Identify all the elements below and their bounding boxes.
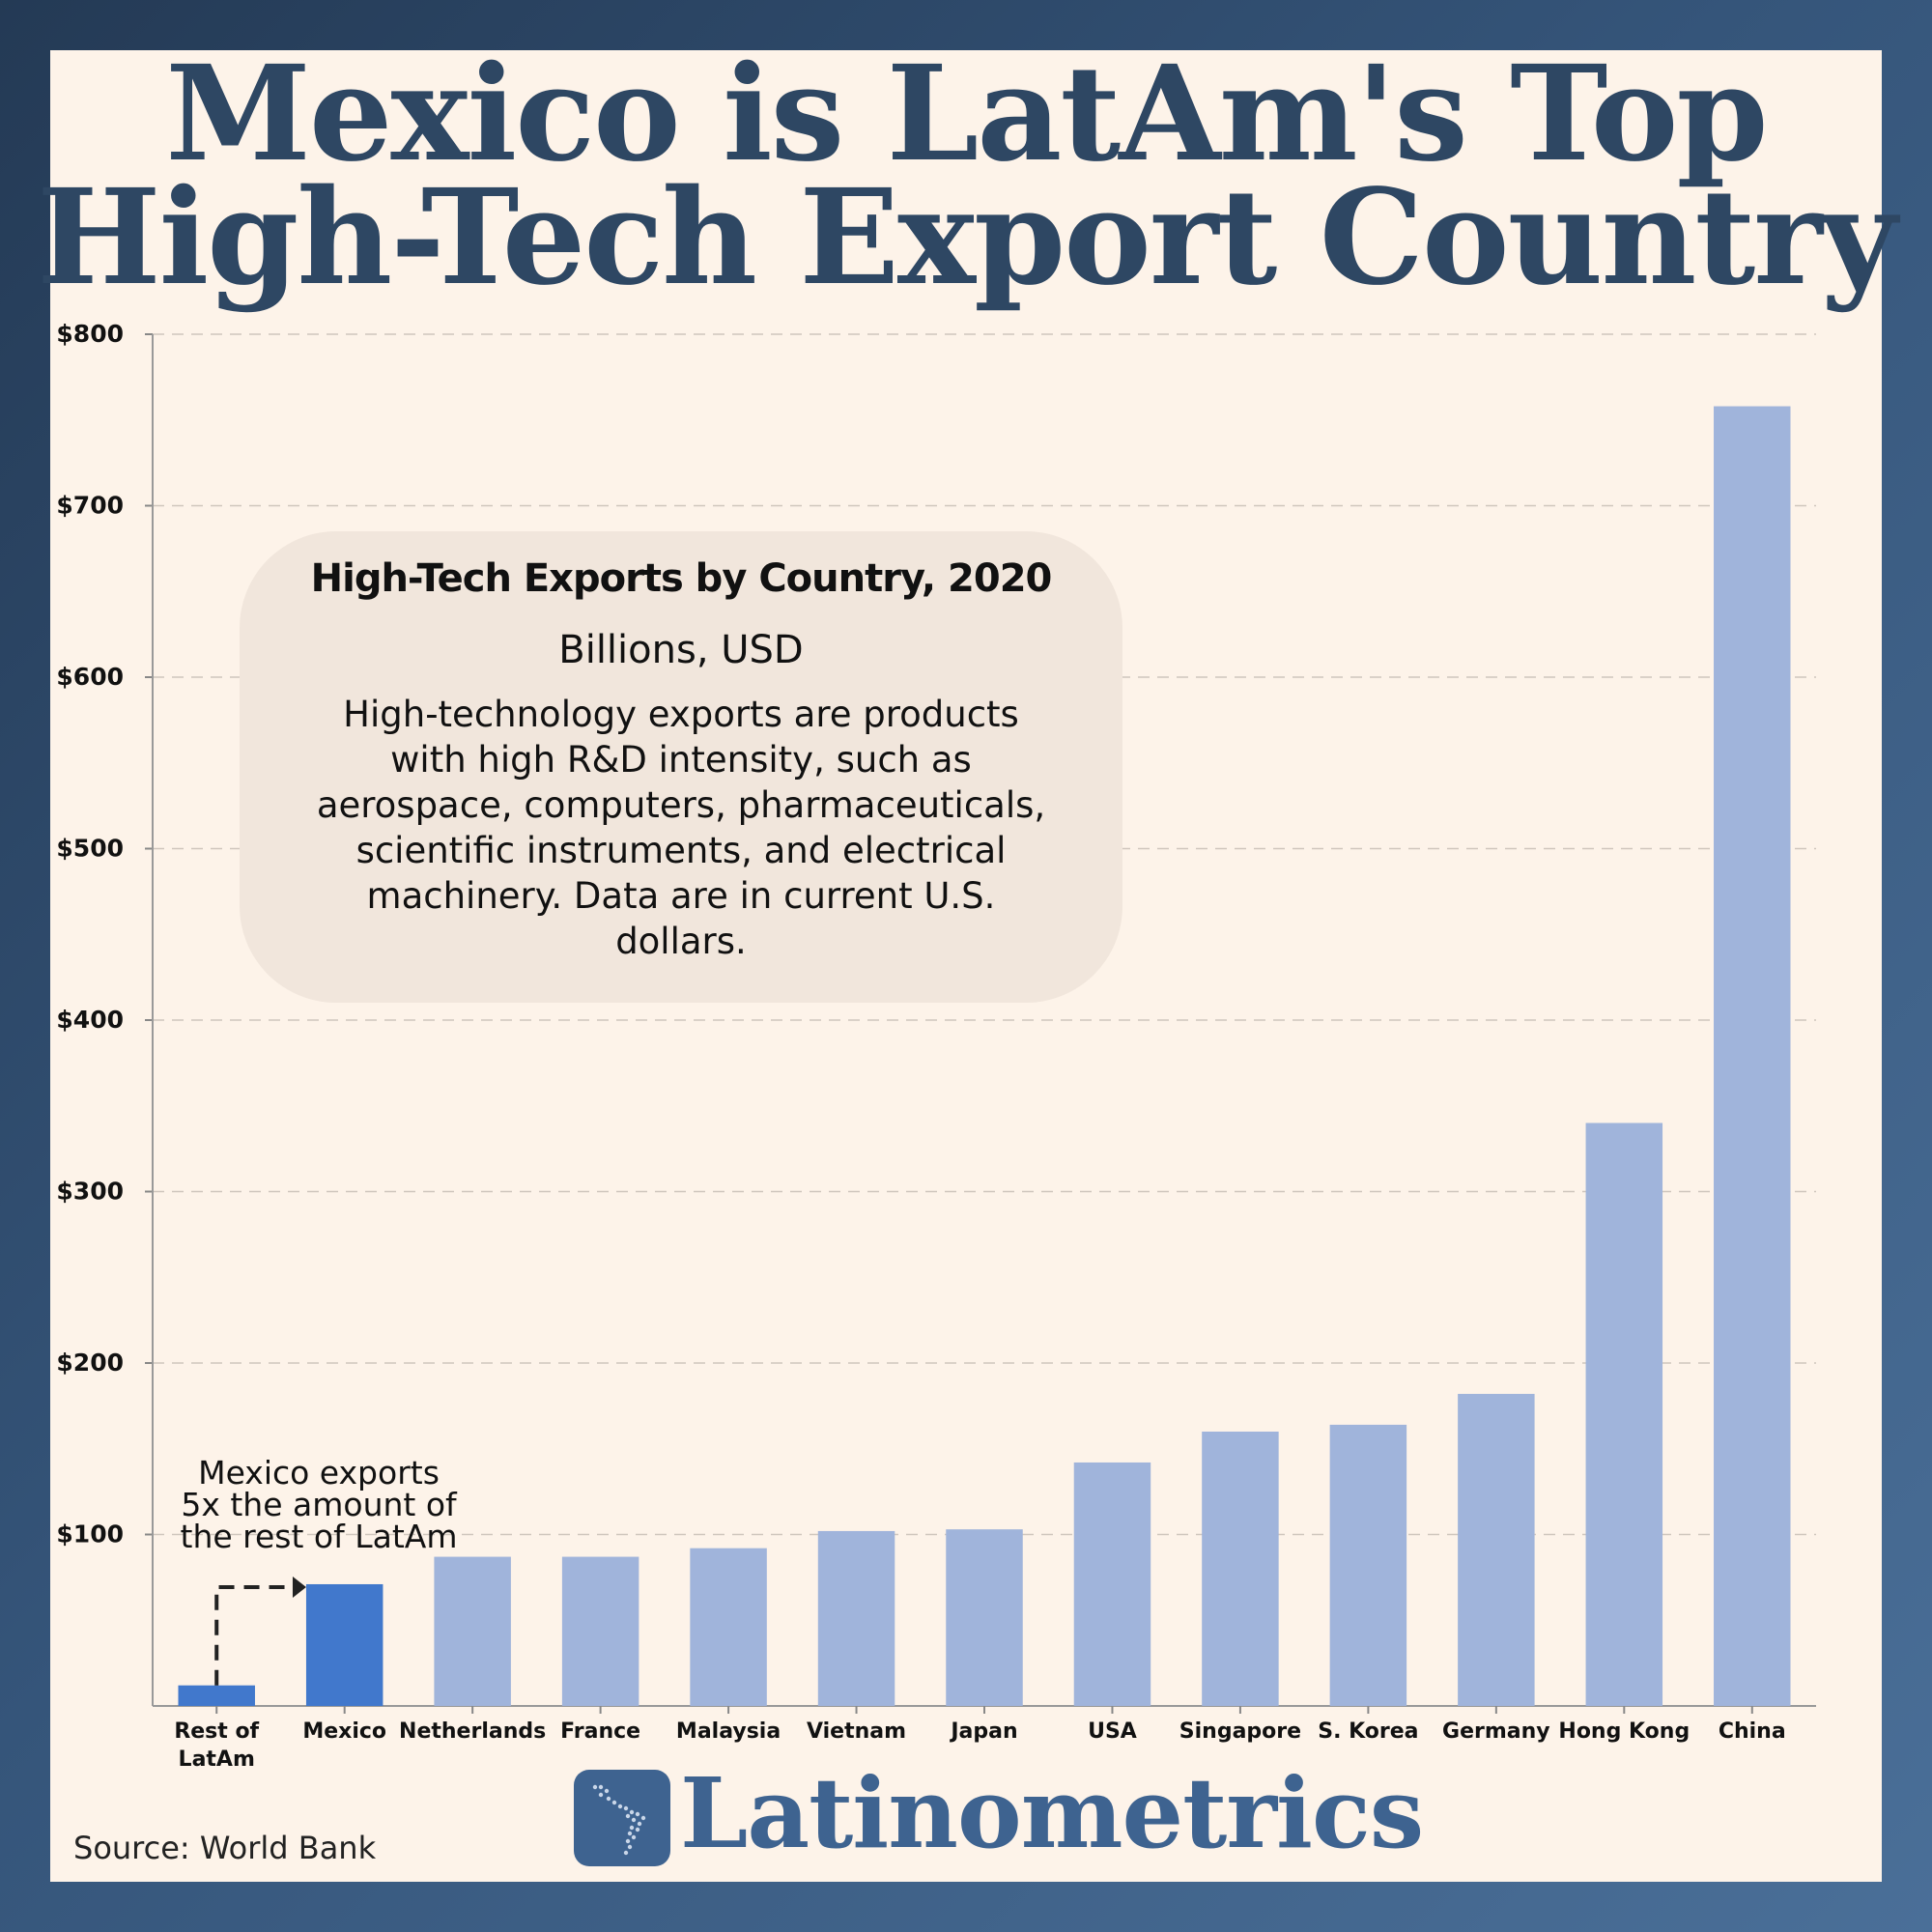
bar-netherlands — [434, 1556, 511, 1706]
bar-hong-kong — [1585, 1122, 1663, 1706]
y-tick-label: $300 — [56, 1178, 124, 1206]
x-tick-label: Netherlands — [399, 1719, 546, 1744]
title-line-2: High-Tech Export Country — [37, 160, 1897, 315]
bar-germany — [1458, 1393, 1535, 1706]
x-tick-label: S. Korea — [1318, 1719, 1418, 1744]
brand-name: Latinometrics — [680, 1756, 1424, 1870]
x-tick-label: Vietnam — [807, 1719, 906, 1744]
annotation-line-1: Mexico exports — [198, 1454, 440, 1492]
source-note: Source: World Bank — [73, 1830, 377, 1866]
y-tick-label: $600 — [56, 663, 124, 691]
x-tick-labels: Rest of LatAm Mexico Netherlands France Malay… — [174, 1706, 1786, 1772]
annotation-arrow — [214, 1577, 306, 1686]
x-tick-label: Rest of — [174, 1719, 259, 1744]
annotation-line-2: 5x the amount of — [181, 1486, 457, 1523]
info-description: High-technology exports are products wit… — [316, 694, 1046, 962]
x-tick-label: Singapore — [1179, 1719, 1301, 1744]
info-box: High-Tech Exports by Country, 2020 Billi… — [240, 531, 1122, 1003]
annotation-arrow-path — [214, 1585, 297, 1686]
page-title: Mexico is LatAm's Top High-Tech Export C… — [0, 37, 1932, 315]
x-tick-label: China — [1719, 1719, 1786, 1744]
latam-map-icon — [574, 1770, 670, 1866]
x-tick-label: Japan — [949, 1719, 1017, 1744]
y-tick-label: $100 — [56, 1520, 124, 1548]
bar-usa — [1073, 1462, 1151, 1706]
y-tick-label: $800 — [56, 320, 124, 348]
bar-rest-of-latam — [178, 1685, 255, 1706]
x-tick-label: LatAm — [179, 1747, 255, 1772]
x-tick-label: France — [560, 1719, 640, 1744]
x-tick-label: USA — [1088, 1719, 1137, 1744]
info-units: Billions, USD — [558, 628, 804, 672]
mexico-annotation: Mexico exports 5x the amount of the rest… — [145, 1457, 493, 1552]
title-line-1: Mexico is LatAm's Top — [165, 37, 1768, 191]
bar-singapore — [1202, 1432, 1279, 1706]
map-dots-icon — [592, 1784, 646, 1856]
bar-japan — [946, 1529, 1023, 1706]
bars — [178, 406, 1791, 1706]
x-tick-label: Germany — [1442, 1719, 1550, 1744]
bar-mexico — [305, 1583, 384, 1706]
y-tick-label: $500 — [56, 835, 124, 863]
bar-france — [561, 1556, 639, 1706]
bar-china — [1714, 406, 1791, 1706]
y-tick-label: $400 — [56, 1006, 124, 1034]
info-title: High-Tech Exports by Country, 2020 — [310, 556, 1053, 601]
x-tick-label: Hong Kong — [1558, 1719, 1690, 1744]
y-tick-labels: $100 $200 $300 $400 $500 $600 $700 $800 — [56, 320, 124, 1548]
y-tick-label: $200 — [56, 1349, 124, 1377]
bar-s-korea — [1329, 1424, 1407, 1706]
annotation-arrow-head — [292, 1577, 306, 1598]
bar-vietnam — [817, 1530, 895, 1706]
y-tick-label: $700 — [56, 492, 124, 520]
annotation-line-3: the rest of LatAm — [180, 1518, 458, 1555]
x-tick-label: Mexico — [302, 1719, 386, 1744]
bar-malaysia — [690, 1548, 767, 1706]
x-tick-label: Malaysia — [676, 1719, 781, 1744]
